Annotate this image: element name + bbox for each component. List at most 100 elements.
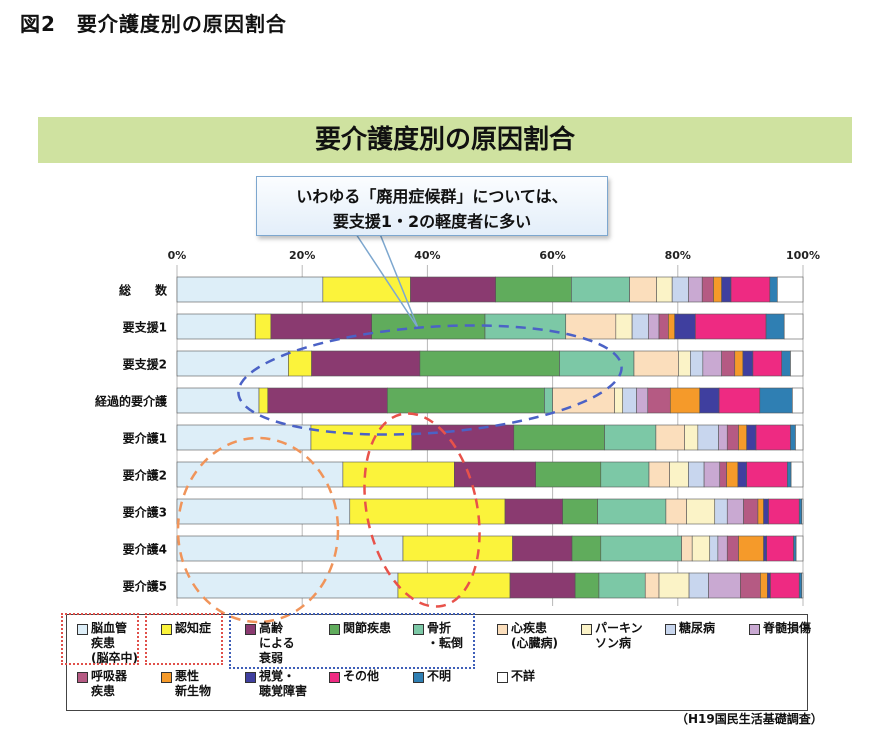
bar-segment xyxy=(600,461,650,488)
legend-swatch xyxy=(497,672,508,683)
category-label: 経過的要介護 xyxy=(95,394,168,409)
bar-segment xyxy=(658,313,669,340)
bar-segment xyxy=(699,387,720,414)
bar-segment xyxy=(647,387,671,414)
legend-swatch xyxy=(329,672,340,683)
bar-segment xyxy=(718,387,761,414)
legend-swatch xyxy=(245,672,256,683)
x-tick-label: 20% xyxy=(289,249,315,262)
legend-label: 骨折 ・転倒 xyxy=(427,621,464,650)
bar-segment xyxy=(781,350,791,377)
bar-segment xyxy=(176,461,344,488)
legend-swatch xyxy=(245,624,256,635)
bar-segment xyxy=(598,572,646,599)
legend-label: 不詳 xyxy=(511,669,536,683)
bar-segment xyxy=(176,572,399,599)
bar-segment xyxy=(777,276,804,303)
bar-segment xyxy=(668,313,675,340)
legend-swatch xyxy=(161,672,172,683)
bar-segment xyxy=(726,424,739,451)
bar-segment xyxy=(688,461,705,488)
chart-title: 要介護度別の原因割合 xyxy=(314,125,575,155)
bar-segment xyxy=(571,276,630,303)
bar-segment xyxy=(597,498,667,525)
bar-segment xyxy=(738,424,747,451)
bar-segment xyxy=(688,276,703,303)
bar-segment xyxy=(615,313,633,340)
bar-segment xyxy=(504,498,563,525)
bar-segment xyxy=(658,572,690,599)
bar-segment xyxy=(509,572,576,599)
bar-segment xyxy=(342,461,455,488)
bar-segment xyxy=(801,572,804,599)
x-tick-label: 100% xyxy=(786,249,820,262)
bar-segment xyxy=(795,424,804,451)
bar-segment xyxy=(734,350,744,377)
category-label: 要支援2 xyxy=(123,357,167,372)
bar-segment xyxy=(270,313,372,340)
bar-segment xyxy=(559,350,635,377)
bar-segment xyxy=(397,572,511,599)
bar-segment xyxy=(636,387,649,414)
bar-segment xyxy=(801,498,804,525)
bar-segment xyxy=(766,535,794,562)
x-tick-label: 80% xyxy=(665,249,691,262)
bar-segment xyxy=(513,424,605,451)
bar-segment xyxy=(746,461,788,488)
bar-segment xyxy=(176,535,404,562)
bar-segment xyxy=(721,276,732,303)
bar-segment xyxy=(258,387,269,414)
bar-segment xyxy=(629,276,657,303)
callout-pointer xyxy=(355,233,419,329)
bar-segment xyxy=(288,350,312,377)
bar-segment xyxy=(742,350,754,377)
bar-segment xyxy=(387,387,545,414)
legend-swatch xyxy=(77,672,88,683)
bar-segment xyxy=(691,535,711,562)
bar-segment xyxy=(695,313,767,340)
bar-segment xyxy=(535,461,602,488)
bar-segment xyxy=(574,572,600,599)
bar-segment xyxy=(787,461,792,488)
annotation-ellipse-red xyxy=(363,412,481,608)
legend-group-outline xyxy=(61,613,139,665)
bar-segment xyxy=(740,572,761,599)
bar-segment xyxy=(349,498,506,525)
bar-segment xyxy=(798,498,803,525)
bar-segment xyxy=(752,350,783,377)
bar-segment xyxy=(565,313,617,340)
bar-segment xyxy=(760,572,768,599)
bar-segment xyxy=(419,350,560,377)
bar-segment xyxy=(755,424,791,451)
legend-label: 認知症 xyxy=(175,621,212,635)
category-label: 要介護5 xyxy=(123,579,167,594)
bar-segment xyxy=(746,424,757,451)
bar-segment xyxy=(681,535,693,562)
bar-segment xyxy=(765,313,785,340)
bar-segment xyxy=(726,498,744,525)
bar-segment xyxy=(795,535,804,562)
legend-label: 不明 xyxy=(427,669,452,683)
bar-segment xyxy=(254,313,272,340)
bar-segment xyxy=(718,424,728,451)
bar-segment xyxy=(763,498,769,525)
bar-segment xyxy=(717,535,728,562)
bar-segment xyxy=(622,387,637,414)
bar-segment xyxy=(697,424,719,451)
bar-segment xyxy=(665,498,687,525)
bar-segment xyxy=(713,276,722,303)
bar-segment xyxy=(656,276,673,303)
legend-label: 脊髄損傷 xyxy=(763,621,812,635)
bar-segment xyxy=(674,313,696,340)
bar-segment xyxy=(644,572,660,599)
bar-segment xyxy=(604,424,657,451)
legend-swatch xyxy=(413,624,424,635)
bar-segment xyxy=(176,313,256,340)
legend-swatch xyxy=(413,672,424,683)
legend-label: 視覚・ 聴覚障害 xyxy=(259,669,308,698)
callout-line-2: 要支援1・2の軽度者に多い xyxy=(332,212,532,231)
legend-label: その他 xyxy=(343,669,380,683)
bar-segment xyxy=(798,572,803,599)
bar-segment xyxy=(763,535,767,562)
